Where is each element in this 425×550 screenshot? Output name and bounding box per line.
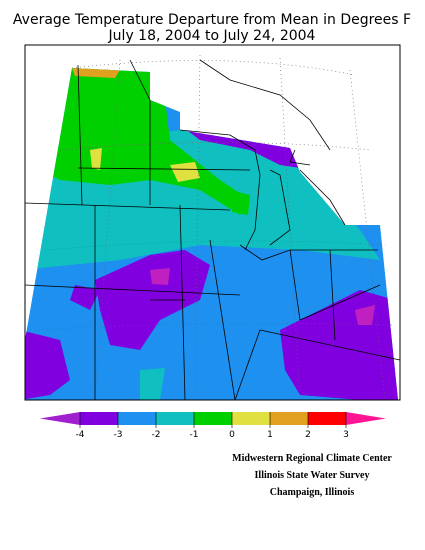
title-line: Average Temperature Departure from Mean … xyxy=(13,12,411,28)
legend-tick-label: 1 xyxy=(267,430,273,440)
legend-tick-label: -1 xyxy=(190,430,199,440)
legend-arrow xyxy=(40,412,80,425)
credit: Midwestern Regional Climate Center xyxy=(232,453,392,464)
legend-tick-label: 3 xyxy=(343,430,349,440)
credit: Champaign, Illinois xyxy=(270,487,355,498)
temperature-field xyxy=(25,68,398,400)
legend-tick-label: 2 xyxy=(305,430,311,440)
map xyxy=(24,44,401,401)
legend-swatch xyxy=(118,412,156,425)
legend-tick-label: 0 xyxy=(229,430,235,440)
legend-swatch xyxy=(308,412,346,425)
legend-swatch xyxy=(232,412,270,425)
legend-arrow xyxy=(346,412,386,425)
legend-swatch xyxy=(270,412,308,425)
legend-swatch xyxy=(156,412,194,425)
credit: Illinois State Water Survey xyxy=(255,470,370,481)
legend: -4 -3 -2 -1 0 1 2 3 xyxy=(40,412,386,440)
title-line: July 18, 2004 to July 24, 2004 xyxy=(108,28,316,44)
legend-tick-label: -3 xyxy=(114,430,123,440)
legend-tick-label: -4 xyxy=(76,430,85,440)
legend-swatch xyxy=(80,412,118,425)
legend-tick-label: -2 xyxy=(152,430,161,440)
legend-swatch xyxy=(194,412,232,425)
